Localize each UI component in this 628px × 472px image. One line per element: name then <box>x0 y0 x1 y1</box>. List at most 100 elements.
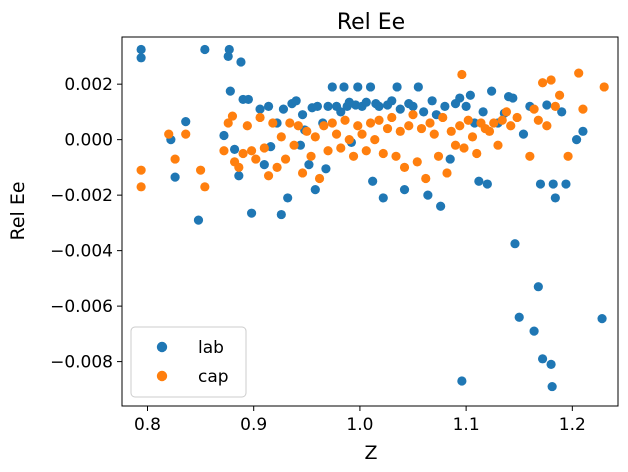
legend-marker-cap <box>156 370 168 382</box>
point-lab-48 <box>365 82 376 92</box>
point-cap-6 <box>200 182 210 192</box>
point-cap-75 <box>501 107 512 117</box>
point-lab-40 <box>339 82 349 92</box>
point-lab-77 <box>487 86 497 96</box>
point-lab-51 <box>374 101 384 111</box>
point-lab-0 <box>136 44 146 55</box>
point-lab-93 <box>548 179 558 189</box>
legend-label-cap: cap <box>198 367 229 387</box>
point-lab-9 <box>223 51 233 62</box>
point-cap-71 <box>484 126 495 136</box>
point-cap-60 <box>442 168 452 178</box>
point-cap-30 <box>314 173 325 184</box>
point-cap-17 <box>259 143 269 153</box>
point-lab-45 <box>353 82 363 92</box>
point-lab-49 <box>368 176 378 186</box>
x-tick-label: 0.8 <box>134 415 161 435</box>
y-tick-label: −0.002 <box>50 186 113 206</box>
point-cap-63 <box>455 121 465 131</box>
point-cap-31 <box>319 121 329 131</box>
point-cap-40 <box>357 129 367 139</box>
point-cap-22 <box>280 154 291 164</box>
point-cap-59 <box>438 112 448 123</box>
point-cap-81 <box>537 78 548 88</box>
point-cap-73 <box>493 140 503 150</box>
point-lab-8 <box>224 44 234 55</box>
point-cap-20 <box>272 162 282 172</box>
point-cap-23 <box>285 118 295 128</box>
point-lab-12 <box>229 144 240 154</box>
point-cap-76 <box>506 121 516 131</box>
point-cap-85 <box>554 90 565 100</box>
point-lab-70 <box>457 376 467 386</box>
y-tick-label: 0.000 <box>64 131 113 151</box>
point-cap-11 <box>234 162 244 172</box>
point-cap-83 <box>546 75 556 85</box>
point-lab-22 <box>276 209 286 220</box>
point-cap-4 <box>181 129 191 139</box>
point-cap-26 <box>297 168 308 178</box>
point-lab-83 <box>514 312 524 322</box>
point-cap-12 <box>238 148 248 159</box>
point-cap-0 <box>136 165 146 175</box>
point-cap-82 <box>542 121 552 131</box>
point-lab-30 <box>304 160 314 170</box>
point-cap-9 <box>227 111 238 121</box>
y-tick-label: 0.002 <box>64 75 113 95</box>
point-cap-33 <box>327 118 337 128</box>
point-lab-65 <box>436 201 446 211</box>
point-cap-77 <box>512 112 522 123</box>
point-lab-60 <box>413 82 423 92</box>
point-lab-7 <box>219 130 229 141</box>
point-cap-14 <box>246 146 257 156</box>
point-lab-90 <box>542 100 552 110</box>
point-cap-42 <box>365 118 376 128</box>
y-tick-label: −0.008 <box>50 353 113 373</box>
series-cap <box>136 68 609 192</box>
point-lab-16 <box>246 208 257 218</box>
point-lab-57 <box>399 184 410 195</box>
point-cap-18 <box>263 171 274 181</box>
point-lab-37 <box>327 82 337 92</box>
point-lab-66 <box>440 101 450 111</box>
point-lab-63 <box>427 96 437 106</box>
point-lab-36 <box>323 101 333 111</box>
plot-frame <box>121 36 619 407</box>
series-lab <box>136 44 607 392</box>
y-axis: 0.002 0.000 −0.002 −0.004 −0.006 −0.008 <box>50 75 122 373</box>
point-cap-86 <box>563 151 573 161</box>
point-lab-26 <box>291 96 301 106</box>
point-cap-68 <box>472 148 482 159</box>
point-cap-15 <box>251 154 261 164</box>
point-cap-53 <box>412 157 422 167</box>
point-lab-32 <box>310 184 320 195</box>
point-cap-19 <box>268 118 278 128</box>
point-cap-25 <box>293 121 303 131</box>
point-cap-48 <box>391 151 401 161</box>
point-cap-3 <box>170 154 180 164</box>
point-lab-6 <box>200 44 210 55</box>
point-lab-94 <box>550 193 560 203</box>
x-tick-label: 1.1 <box>453 415 480 435</box>
legend: lab cap <box>130 326 247 398</box>
point-lab-18 <box>259 160 269 170</box>
point-cap-1 <box>136 182 146 192</box>
point-cap-47 <box>387 112 397 123</box>
point-lab-98 <box>578 126 588 136</box>
point-lab-33 <box>312 101 323 111</box>
x-tick-label: 1.2 <box>559 415 586 435</box>
point-lab-72 <box>465 90 475 100</box>
point-cap-35 <box>336 143 346 153</box>
point-cap-21 <box>276 132 286 142</box>
point-lab-88 <box>535 179 546 189</box>
point-lab-1 <box>136 53 146 63</box>
point-lab-99 <box>597 314 607 324</box>
point-lab-3 <box>170 172 180 182</box>
point-lab-84 <box>518 129 529 139</box>
point-lab-86 <box>529 326 539 336</box>
point-lab-28 <box>297 110 308 120</box>
point-cap-37 <box>344 135 354 145</box>
point-cap-41 <box>361 146 371 156</box>
point-cap-56 <box>425 118 435 128</box>
point-lab-96 <box>561 179 571 189</box>
